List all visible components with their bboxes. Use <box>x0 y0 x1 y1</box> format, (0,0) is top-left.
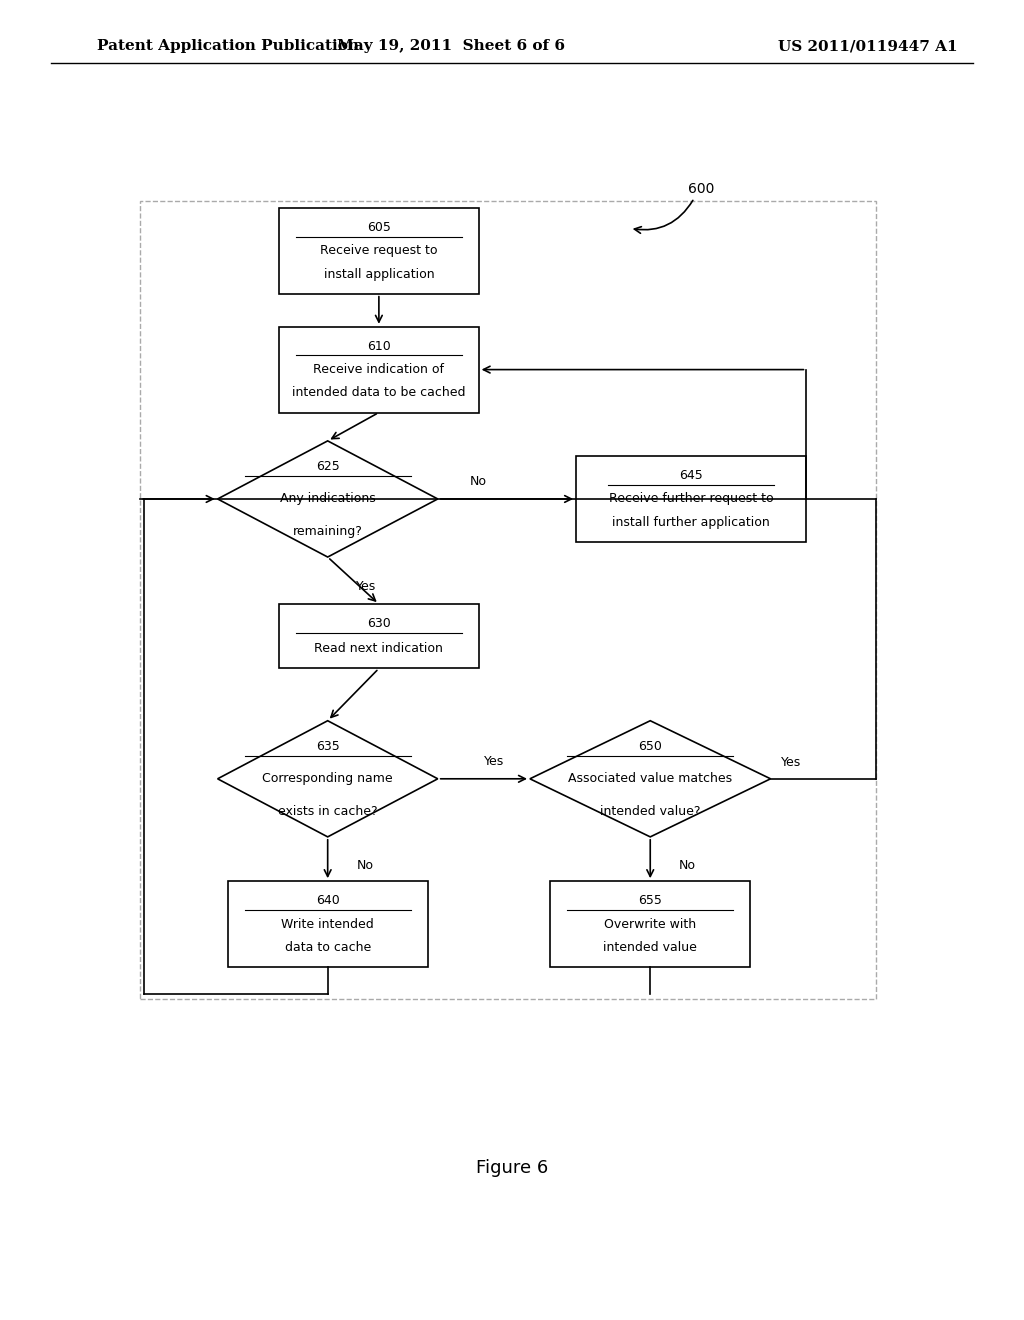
Bar <box>575 455 807 541</box>
Text: Yes: Yes <box>484 755 504 768</box>
Polygon shape <box>530 721 770 837</box>
Text: 605: 605 <box>367 220 391 234</box>
Text: install application: install application <box>324 268 434 281</box>
Text: Overwrite with: Overwrite with <box>604 917 696 931</box>
Text: Receive request to: Receive request to <box>321 244 437 257</box>
Text: Read next indication: Read next indication <box>314 643 443 655</box>
Bar <box>279 207 478 293</box>
Bar <box>140 201 876 999</box>
Text: No: No <box>679 859 696 873</box>
Text: US 2011/0119447 A1: US 2011/0119447 A1 <box>778 40 957 53</box>
Text: remaining?: remaining? <box>293 525 362 539</box>
Text: Yes: Yes <box>356 579 377 593</box>
Bar <box>279 327 478 412</box>
Bar <box>279 605 478 668</box>
Text: Figure 6: Figure 6 <box>476 1159 548 1177</box>
Text: exists in cache?: exists in cache? <box>278 805 378 818</box>
Text: 640: 640 <box>315 894 340 907</box>
Text: Any indications: Any indications <box>280 492 376 506</box>
Text: Patent Application Publication: Patent Application Publication <box>97 40 359 53</box>
Polygon shape <box>218 721 438 837</box>
Text: No: No <box>470 475 487 488</box>
Text: 635: 635 <box>315 739 340 752</box>
Text: 625: 625 <box>315 459 340 473</box>
Bar <box>227 882 428 966</box>
Text: Write intended: Write intended <box>282 917 374 931</box>
Text: intended data to be cached: intended data to be cached <box>292 387 466 400</box>
FancyArrowPatch shape <box>634 201 693 234</box>
Text: 645: 645 <box>679 469 703 482</box>
Text: 600: 600 <box>688 182 715 195</box>
Text: May 19, 2011  Sheet 6 of 6: May 19, 2011 Sheet 6 of 6 <box>337 40 564 53</box>
Text: data to cache: data to cache <box>285 941 371 954</box>
Text: intended value: intended value <box>603 941 697 954</box>
Text: 655: 655 <box>638 894 663 907</box>
Text: 650: 650 <box>638 739 663 752</box>
Text: No: No <box>356 859 374 873</box>
Text: Yes: Yes <box>780 756 801 770</box>
Text: Receive further request to: Receive further request to <box>609 492 773 506</box>
Text: Receive indication of: Receive indication of <box>313 363 444 376</box>
Text: Corresponding name: Corresponding name <box>262 772 393 785</box>
Bar <box>551 882 750 966</box>
Polygon shape <box>218 441 438 557</box>
Text: intended value?: intended value? <box>600 805 700 818</box>
Text: 610: 610 <box>367 339 391 352</box>
Text: 630: 630 <box>367 618 391 630</box>
Text: install further application: install further application <box>612 516 770 529</box>
Text: Associated value matches: Associated value matches <box>568 772 732 785</box>
